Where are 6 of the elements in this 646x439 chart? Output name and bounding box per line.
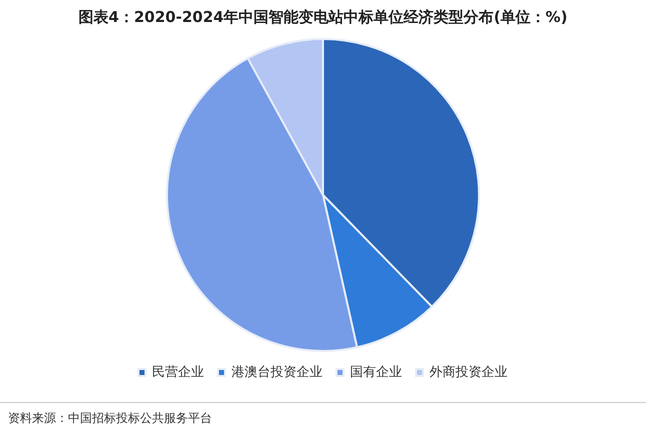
legend-label: 民营企业 xyxy=(152,364,204,380)
text: 资料来源：中国招标投标公共服务平台 xyxy=(8,410,212,427)
legend-label: 港澳台投资企业 xyxy=(232,364,322,380)
chart-title: 图表4：2020-2024年中国智能变电站中标单位经济类型分布(单位：%) xyxy=(78,8,568,27)
legend-label: 国有企业 xyxy=(350,364,402,380)
legend-label: 外商投资企业 xyxy=(430,364,508,380)
